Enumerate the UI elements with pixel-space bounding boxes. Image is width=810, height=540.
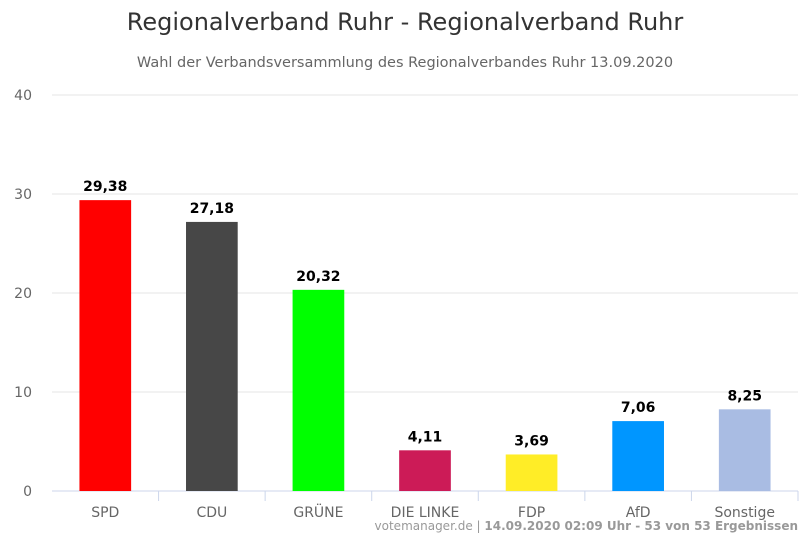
chart-title: Regionalverband Ruhr - Regionalverband R…: [126, 8, 684, 36]
data-label: 4,11: [408, 429, 443, 445]
y-tick-label: 20: [14, 286, 32, 302]
data-label: 3,69: [514, 433, 549, 449]
bar[interactable]: [399, 450, 451, 491]
bar[interactable]: [292, 289, 345, 491]
x-axis: SPD CDU GRÜNE DIE LINKE FDP AfD Sonstige: [91, 491, 799, 521]
data-label: 29,38: [83, 179, 127, 195]
bar[interactable]: [79, 200, 132, 491]
data-label: 20,32: [296, 269, 340, 285]
y-tick-label: 0: [23, 484, 32, 500]
x-tick-label: CDU: [196, 505, 227, 521]
x-tick-label: GRÜNE: [293, 503, 343, 521]
bar[interactable]: [505, 454, 558, 491]
credits-info: 14.09.2020 02:09 Uhr - 53 von 53 Ergebni…: [484, 519, 798, 533]
credits-source[interactable]: votemanager.de: [374, 519, 473, 533]
y-tick-label: 10: [14, 385, 32, 401]
y-axis: 0 10 20 30 40: [14, 88, 32, 500]
x-tick-label: SPD: [91, 505, 119, 521]
x-tick-label: FDP: [518, 505, 545, 521]
bar[interactable]: [718, 409, 771, 491]
data-label: 27,18: [190, 201, 234, 217]
chart-subtitle: Wahl der Verbandsversammlung des Regiona…: [136, 55, 674, 71]
data-label: 7,06: [621, 400, 656, 416]
bar[interactable]: [186, 221, 238, 491]
x-tick-label: Sonstige: [714, 505, 775, 521]
bar-series: 29,38 27,18 20,32 4,11 3,69 7,06 8,25: [79, 179, 771, 491]
credits[interactable]: votemanager.de | 14.09.2020 02:09 Uhr - …: [375, 519, 798, 533]
y-tick-label: 40: [14, 88, 32, 104]
credits-separator: |: [472, 519, 485, 533]
y-tick-label: 30: [14, 187, 32, 203]
x-tick-label: AfD: [626, 505, 651, 521]
x-tick-label: DIE LINKE: [391, 505, 460, 521]
bar[interactable]: [612, 421, 664, 491]
data-label: 8,25: [727, 388, 762, 404]
